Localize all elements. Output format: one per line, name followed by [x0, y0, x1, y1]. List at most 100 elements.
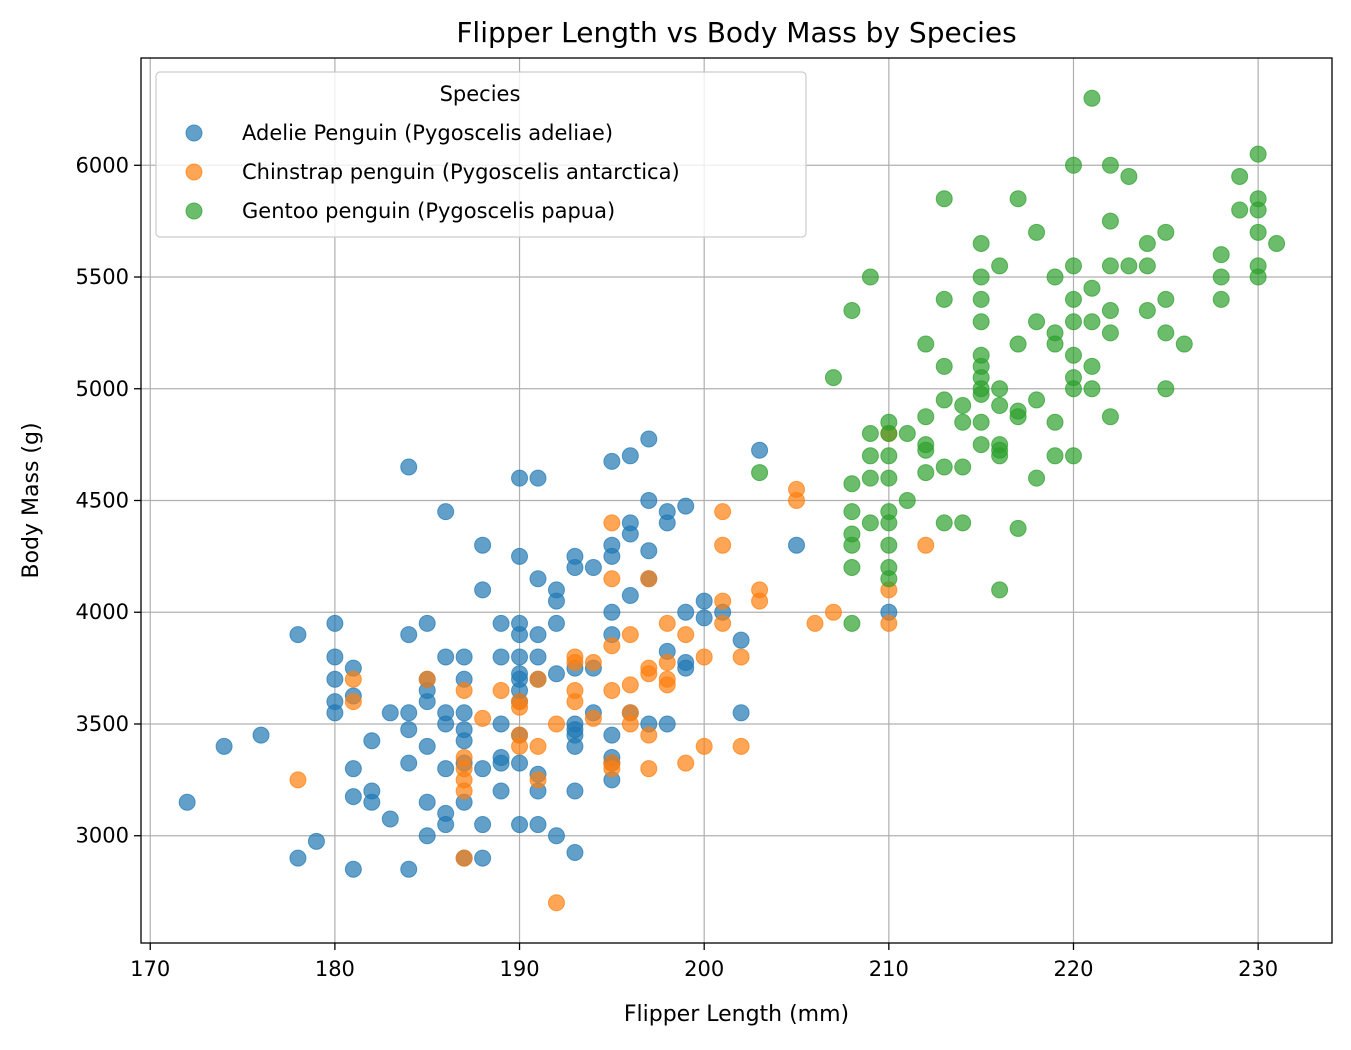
data-point-series-1: [824, 603, 842, 621]
data-point-series-1: [492, 681, 510, 699]
data-point-series-0: [326, 704, 344, 722]
data-point-series-0: [474, 849, 492, 867]
data-point-series-0: [492, 782, 510, 800]
data-point-series-2: [954, 397, 972, 415]
y-axis-label: Body Mass (g): [19, 422, 44, 578]
data-point-series-0: [289, 626, 307, 644]
data-point-series-1: [880, 614, 898, 632]
data-point-series-2: [1157, 324, 1175, 342]
data-point-series-0: [474, 536, 492, 554]
data-point-series-0: [677, 603, 695, 621]
data-point-series-2: [1138, 257, 1156, 275]
legend-label: Adelie Penguin (Pygoscelis adeliae): [242, 121, 613, 145]
data-point-series-2: [1028, 391, 1046, 409]
data-point-series-0: [788, 536, 806, 554]
data-point-series-1: [714, 503, 732, 521]
data-point-series-0: [658, 715, 676, 733]
data-point-series-0: [492, 648, 510, 666]
data-point-series-0: [400, 721, 418, 739]
data-point-series-0: [603, 603, 621, 621]
data-point-series-2: [898, 424, 916, 442]
data-point-series-0: [584, 559, 602, 577]
data-point-series-0: [511, 754, 529, 772]
data-point-series-2: [972, 290, 990, 308]
data-point-series-1: [695, 648, 713, 666]
data-point-series-1: [455, 782, 473, 800]
data-point-series-2: [1101, 324, 1119, 342]
data-point-series-1: [529, 737, 547, 755]
data-point-series-2: [1009, 335, 1027, 353]
data-point-series-0: [289, 849, 307, 867]
data-point-series-2: [1249, 268, 1267, 286]
data-point-series-2: [1028, 313, 1046, 331]
data-point-series-2: [1083, 380, 1101, 398]
data-point-series-0: [492, 614, 510, 632]
data-point-series-1: [455, 849, 473, 867]
data-point-series-2: [1101, 156, 1119, 174]
data-point-series-2: [1120, 167, 1138, 185]
data-point-series-2: [1046, 413, 1064, 431]
data-point-series-1: [621, 715, 639, 733]
data-point-series-2: [1157, 223, 1175, 241]
legend-entries: Adelie Penguin (Pygoscelis adeliae) Chins…: [185, 121, 680, 223]
y-tick-label: 4500: [76, 489, 129, 513]
data-point-series-1: [732, 648, 750, 666]
data-point-series-1: [603, 570, 621, 588]
data-point-series-0: [566, 737, 584, 755]
data-point-series-1: [714, 592, 732, 610]
data-point-series-2: [1249, 223, 1267, 241]
data-point-series-2: [1101, 212, 1119, 230]
y-tick-label: 3500: [76, 712, 129, 736]
legend-marker: [185, 163, 203, 181]
data-point-series-2: [1009, 519, 1027, 537]
data-point-series-2: [935, 357, 953, 375]
data-point-series-0: [621, 525, 639, 543]
legend-box: [155, 71, 807, 238]
data-point-series-1: [603, 514, 621, 532]
data-point-series-0: [418, 827, 436, 845]
data-point-series-1: [640, 570, 658, 588]
data-point-series-2: [1046, 268, 1064, 286]
data-point-series-0: [418, 793, 436, 811]
data-point-series-2: [1157, 290, 1175, 308]
data-point-series-2: [843, 614, 861, 632]
data-point-series-1: [474, 709, 492, 727]
data-point-series-2: [843, 559, 861, 577]
data-point-series-2: [935, 514, 953, 532]
data-point-series-1: [621, 676, 639, 694]
data-point-series-1: [695, 737, 713, 755]
axis-ticks: 170 180 190 200 210 220 230 3000 3500 4000 4500 500…: [76, 153, 1279, 981]
data-point-series-1: [714, 614, 732, 632]
data-point-series-2: [1231, 167, 1249, 185]
data-point-series-1: [511, 737, 529, 755]
data-point-series-0: [215, 737, 233, 755]
data-point-series-2: [880, 469, 898, 487]
data-point-series-1: [603, 760, 621, 778]
data-point-series-0: [640, 430, 658, 448]
data-point-series-0: [547, 665, 565, 683]
data-point-series-0: [677, 497, 695, 515]
data-point-series-2: [991, 397, 1009, 415]
data-point-series-0: [381, 704, 399, 722]
plot-frame: [140, 57, 1333, 944]
data-point-series-0: [400, 704, 418, 722]
data-point-series-1: [455, 681, 473, 699]
data-point-series-2: [935, 391, 953, 409]
data-point-series-2: [1083, 279, 1101, 297]
data-point-series-0: [326, 670, 344, 688]
data-point-series-2: [1064, 346, 1082, 364]
data-point-series-0: [326, 648, 344, 666]
data-point-series-0: [344, 760, 362, 778]
data-point-series-1: [751, 592, 769, 610]
data-point-series-1: [584, 709, 602, 727]
x-tick-label: 200: [684, 957, 724, 981]
data-point-series-1: [603, 637, 621, 655]
data-point-series-2: [1175, 335, 1193, 353]
data-point-series-2: [880, 447, 898, 465]
data-point-series-2: [954, 413, 972, 431]
data-point-series-0: [344, 860, 362, 878]
data-point-series-0: [529, 469, 547, 487]
data-points: [178, 89, 1286, 912]
data-point-series-1: [621, 626, 639, 644]
